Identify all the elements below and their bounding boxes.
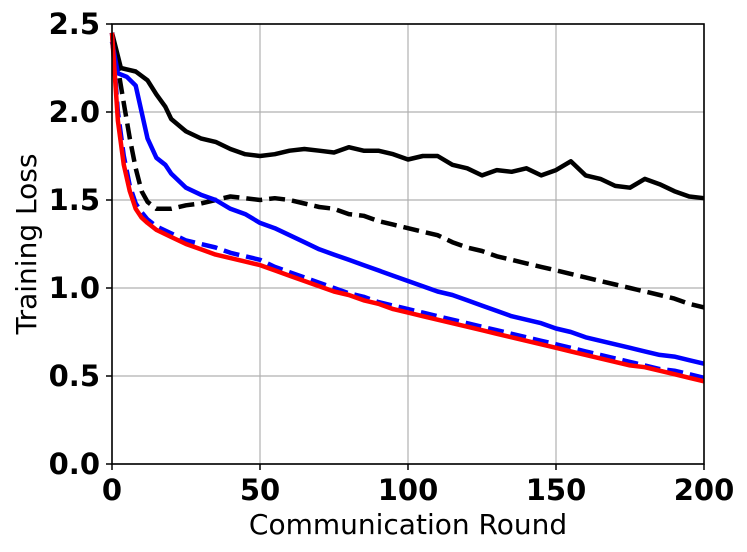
y-tick-label: 2.5	[49, 7, 100, 41]
grid-lines	[111, 23, 705, 465]
x-tick-label: 150	[526, 473, 587, 507]
series-line-3	[109, 41, 705, 366]
axis-ticks: 0 50 100 150 200 0.0 0.5 1.0 1.5 2.0 2.5	[49, 7, 735, 507]
y-tick-label: 2.0	[49, 95, 100, 129]
series-line-1	[109, 32, 705, 201]
y-tick-label: 1.5	[49, 183, 100, 217]
x-tick-label: 100	[378, 473, 439, 507]
y-tick-label: 0.0	[49, 447, 100, 481]
series-line-5	[109, 32, 705, 384]
y-axis-title: Training Loss	[10, 154, 43, 336]
y-tick-label: 0.5	[49, 359, 100, 393]
plot-series	[109, 32, 705, 384]
y-tick-label: 1.0	[49, 271, 100, 305]
series-line-2	[109, 32, 705, 310]
x-tick-label: 200	[674, 473, 735, 507]
x-tick-label: 0	[102, 473, 122, 507]
x-axis-title: Communication Round	[249, 508, 567, 541]
x-tick-label: 50	[240, 473, 280, 507]
